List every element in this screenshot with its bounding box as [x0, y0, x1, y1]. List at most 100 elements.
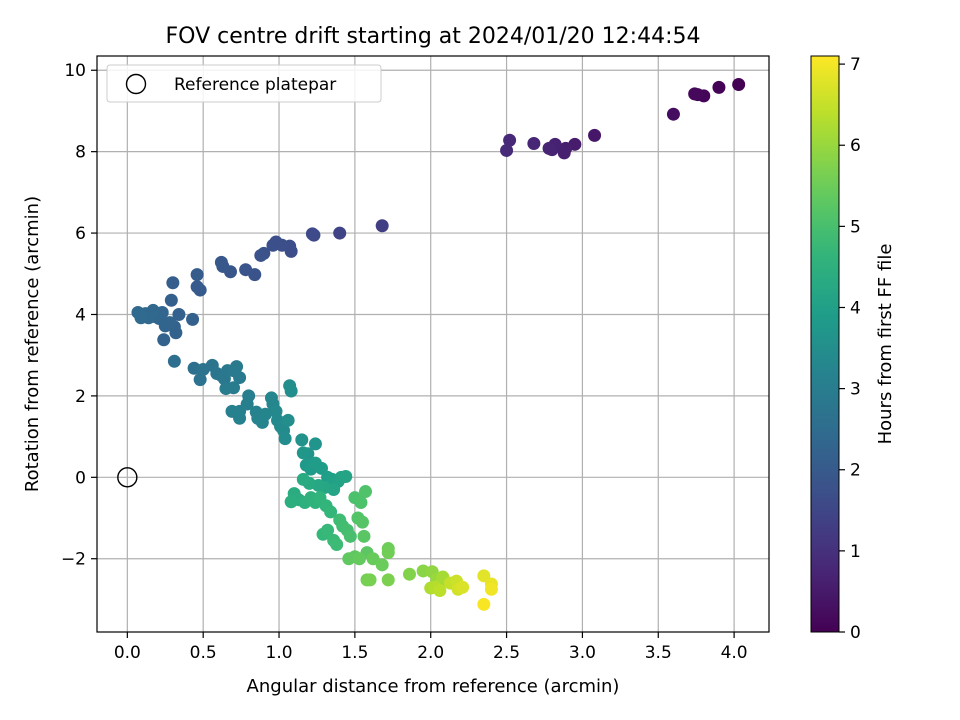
data-point [456, 580, 470, 594]
data-point [254, 248, 268, 262]
data-point [239, 263, 253, 277]
data-point [357, 529, 371, 543]
data-point [164, 293, 178, 307]
y-tick-label: −2 [61, 550, 86, 570]
data-point [258, 407, 272, 421]
reference-marker [117, 467, 138, 488]
data-point [557, 146, 571, 160]
colorbar-tick-label: 7 [850, 55, 861, 75]
data-point [339, 470, 353, 484]
legend: Reference platepar [106, 64, 382, 103]
legend-box [106, 64, 382, 103]
y-tick-label: 8 [75, 143, 86, 163]
data-point [484, 582, 498, 596]
data-point [230, 360, 244, 374]
data-point [688, 87, 702, 101]
x-axis-ticks: 0.0 0.5 1.0 1.5 2.0 2.5 3.0 3.5 4.0 [114, 632, 748, 663]
data-point [157, 333, 171, 347]
data-point [354, 496, 368, 510]
data-point [352, 552, 366, 566]
colorbar-ticks: 0 1 2 3 4 5 6 7 [839, 55, 861, 643]
colorbar-gradient [810, 55, 840, 633]
data-point [190, 280, 204, 294]
data-point [186, 312, 200, 326]
reference-platepar-point [117, 467, 138, 488]
legend-entry-reference: Reference platepar [174, 75, 336, 95]
axes-frame [96, 55, 770, 633]
colorbar-tick-label: 2 [850, 461, 861, 481]
x-tick-label: 2.5 [493, 643, 520, 663]
data-point [169, 326, 183, 340]
colorbar-tick-label: 5 [850, 217, 861, 237]
data-point [666, 107, 680, 121]
data-point [503, 133, 517, 147]
y-tick-label: 2 [75, 387, 86, 407]
data-point [712, 80, 726, 94]
y-axis-ticks: −2 0 2 4 6 8 10 [61, 61, 97, 570]
data-point [214, 255, 228, 269]
x-axis-label: Angular distance from reference (arcmin) [247, 676, 620, 697]
data-point [402, 567, 416, 581]
colorbar-tick-label: 1 [850, 542, 861, 562]
y-tick-label: 6 [75, 224, 86, 244]
colorbar-tick-label: 6 [850, 136, 861, 156]
x-tick-label: 1.0 [266, 643, 293, 663]
data-point [375, 558, 389, 572]
scatter-points [131, 77, 746, 611]
data-point [500, 143, 514, 157]
data-point [588, 128, 602, 142]
data-point [375, 219, 389, 233]
data-point [167, 354, 181, 368]
data-point [266, 238, 280, 252]
data-point [343, 529, 357, 543]
data-point [278, 432, 292, 446]
data-point [305, 227, 319, 241]
grid [97, 56, 769, 632]
x-tick-label: 2.0 [417, 643, 444, 663]
data-point [284, 495, 298, 509]
data-point [366, 552, 380, 566]
data-point [193, 373, 207, 387]
data-point [131, 305, 145, 319]
x-tick-label: 3.0 [569, 643, 596, 663]
colorbar-tick-label: 4 [850, 298, 861, 318]
x-tick-label: 3.5 [645, 643, 672, 663]
y-axis-label: Rotation from reference (arcmin) [22, 196, 43, 492]
data-point [333, 226, 347, 240]
data-point [227, 381, 241, 395]
data-point [295, 433, 309, 447]
x-tick-label: 1.5 [341, 643, 368, 663]
data-point [358, 485, 372, 499]
x-tick-label: 4.0 [721, 643, 748, 663]
data-point [477, 597, 491, 611]
x-tick-label: 0.5 [190, 643, 217, 663]
data-point [363, 573, 377, 587]
data-point [527, 137, 541, 151]
data-point [296, 446, 310, 460]
y-tick-label: 4 [75, 305, 86, 325]
data-point [542, 141, 556, 155]
data-point [166, 276, 180, 290]
data-point [381, 573, 395, 587]
data-point [284, 384, 298, 398]
data-point [732, 77, 746, 91]
data-point [190, 268, 204, 282]
y-tick-label: 0 [75, 468, 86, 488]
colorbar-tick-label: 3 [850, 380, 861, 400]
data-point [433, 583, 447, 597]
data-point [330, 537, 344, 551]
data-point [355, 515, 369, 529]
data-point [381, 546, 395, 560]
y-tick-label: 10 [64, 61, 86, 81]
data-point [233, 411, 247, 425]
data-point [233, 371, 247, 385]
legend-reference-marker [125, 73, 147, 95]
x-tick-label: 0.0 [114, 643, 141, 663]
data-point [281, 413, 295, 427]
colorbar-label: Hours from first FF file [875, 244, 896, 445]
data-point [308, 437, 322, 451]
data-point [342, 552, 356, 566]
data-point [321, 523, 335, 537]
data-point [296, 472, 310, 486]
